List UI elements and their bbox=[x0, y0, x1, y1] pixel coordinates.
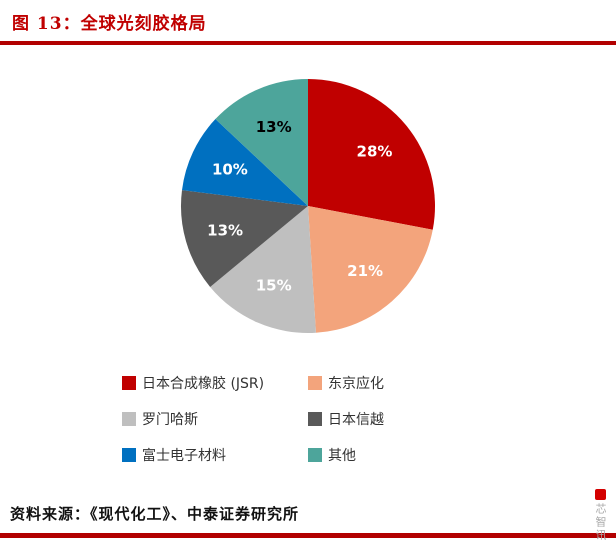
pie-slice-5 bbox=[182, 119, 308, 206]
legend-label: 其他 bbox=[328, 448, 356, 464]
watermark-logo-icon bbox=[594, 489, 606, 500]
pie-data-label: 28% bbox=[357, 142, 393, 160]
pie-slice-6 bbox=[215, 79, 308, 206]
legend-label: 东京应化 bbox=[328, 376, 384, 392]
legend-label: 日本信越 bbox=[328, 412, 384, 428]
legend-item-1: 日本合成橡胶 (JSR) bbox=[122, 373, 308, 393]
watermark-xinzhixun: 芯智讯 bbox=[592, 489, 608, 542]
legend-swatch bbox=[122, 376, 136, 390]
legend-item-2: 东京应化 bbox=[308, 373, 494, 393]
pie-chart: 28% 21% 15% 13% 10% 13% bbox=[180, 79, 436, 334]
chart-area: 28% 21% 15% 13% 10% 13% bbox=[0, 45, 616, 367]
figure-footer: 资料来源：《现代化工》、中泰证券研究所 bbox=[0, 503, 616, 544]
legend-swatch bbox=[308, 376, 322, 390]
pie-slice-1 bbox=[308, 79, 436, 230]
legend-label: 日本合成橡胶 (JSR) bbox=[142, 376, 265, 392]
legend-item-6: 其他 bbox=[308, 445, 494, 465]
figure-header: 图 13：全球光刻胶格局 bbox=[0, 0, 616, 41]
legend-label: 罗门哈斯 bbox=[142, 412, 198, 428]
figure-title: 图 13：全球光刻胶格局 bbox=[12, 14, 207, 34]
pie-data-label: 10% bbox=[212, 160, 248, 178]
legend-swatch bbox=[308, 448, 322, 462]
legend-swatch bbox=[308, 412, 322, 426]
pie-data-label: 13% bbox=[256, 118, 292, 136]
legend-item-3: 罗门哈斯 bbox=[122, 409, 308, 429]
pie-data-label: 21% bbox=[347, 262, 383, 280]
legend-item-4: 日本信越 bbox=[308, 409, 494, 429]
pie-data-label: 13% bbox=[207, 221, 243, 239]
legend-swatch bbox=[122, 448, 136, 462]
source-text: 资料来源：《现代化工》、中泰证券研究所 bbox=[10, 505, 300, 523]
legend-item-5: 富士电子材料 bbox=[122, 445, 308, 465]
watermark-text: 芯智讯 bbox=[594, 503, 607, 542]
legend-swatch bbox=[122, 412, 136, 426]
legend-label: 富士电子材料 bbox=[142, 448, 226, 464]
footer-divider bbox=[0, 533, 616, 538]
pie-data-label: 15% bbox=[256, 277, 292, 295]
pie-legend: 日本合成橡胶 (JSR) 东京应化罗门哈斯 日本信越富士电子材料 其他 bbox=[122, 373, 494, 465]
pie-slice-2 bbox=[308, 206, 433, 333]
pie-slice-3 bbox=[210, 206, 316, 334]
pie-slice-4 bbox=[180, 190, 308, 287]
title-divider bbox=[0, 41, 616, 45]
